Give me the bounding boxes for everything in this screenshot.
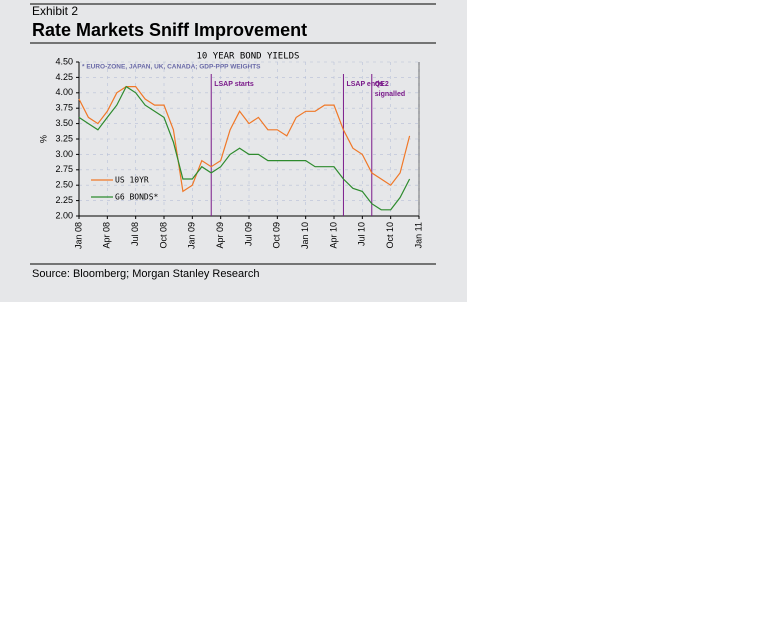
legend-label: G6 BONDS* bbox=[115, 193, 159, 202]
y-tick-label: 2.75 bbox=[55, 164, 73, 174]
x-tick-label: Jul 08 bbox=[130, 222, 140, 246]
x-tick-label: Apr 10 bbox=[328, 222, 338, 249]
headline: Rate Markets Sniff Improvement bbox=[32, 20, 307, 40]
chart-title: 10 YEAR BOND YIELDS bbox=[197, 52, 300, 62]
y-tick-label: 4.25 bbox=[55, 72, 73, 82]
y-tick-label: 3.00 bbox=[55, 149, 73, 159]
plot: 2.00 2.25 2.50 2.75 3.00 3.25 3.50 3.75 4.00 4.25… bbox=[55, 56, 423, 249]
y-tick-label: 3.50 bbox=[55, 118, 73, 128]
exhibit-label: Exhibit 2 bbox=[32, 4, 78, 18]
x-tick-label: Jan 08 bbox=[73, 222, 83, 249]
annotation-label: QE2 bbox=[375, 81, 389, 88]
y-tick-label: 4.00 bbox=[55, 87, 73, 97]
x-tick-label: Oct 10 bbox=[385, 222, 395, 249]
x-tick-label: Jul 10 bbox=[357, 222, 367, 246]
x-tick-label: Oct 09 bbox=[272, 222, 282, 249]
y-tick-label: 3.25 bbox=[55, 133, 73, 143]
series-line bbox=[78, 85, 411, 211]
x-tick-label: Jan 11 bbox=[413, 222, 423, 248]
source: Source: Bloomberg; Morgan Stanley Resear… bbox=[32, 268, 259, 280]
x-tick-label: Jan 09 bbox=[187, 222, 197, 249]
x-tick-label: Apr 09 bbox=[215, 222, 225, 249]
x-tick-label: Jul 09 bbox=[243, 222, 253, 246]
x-tick-label: Jan 10 bbox=[300, 222, 310, 249]
annotation-label: LSAP ends bbox=[346, 81, 383, 88]
y-tick-label: 2.00 bbox=[55, 210, 73, 220]
y-axis-label: % bbox=[38, 135, 48, 143]
exhibit-background bbox=[0, 0, 467, 302]
x-tick-label: Apr 08 bbox=[102, 222, 112, 249]
y-tick-label: 2.25 bbox=[55, 195, 73, 205]
annotation-label: signalled bbox=[375, 91, 405, 98]
series-line bbox=[78, 86, 411, 193]
chart-subtitle: * EURO-ZONE, JAPAN, UK, CANADA; GDP-PPP … bbox=[82, 64, 261, 71]
annotation-label: LSAP starts bbox=[214, 81, 254, 88]
y-tick-label: 3.75 bbox=[55, 103, 73, 113]
y-tick-label: 2.50 bbox=[55, 180, 73, 190]
y-tick-label: 4.50 bbox=[55, 56, 73, 66]
legend-label: US 10YR bbox=[115, 176, 149, 185]
x-tick-label: Oct 08 bbox=[158, 222, 168, 249]
